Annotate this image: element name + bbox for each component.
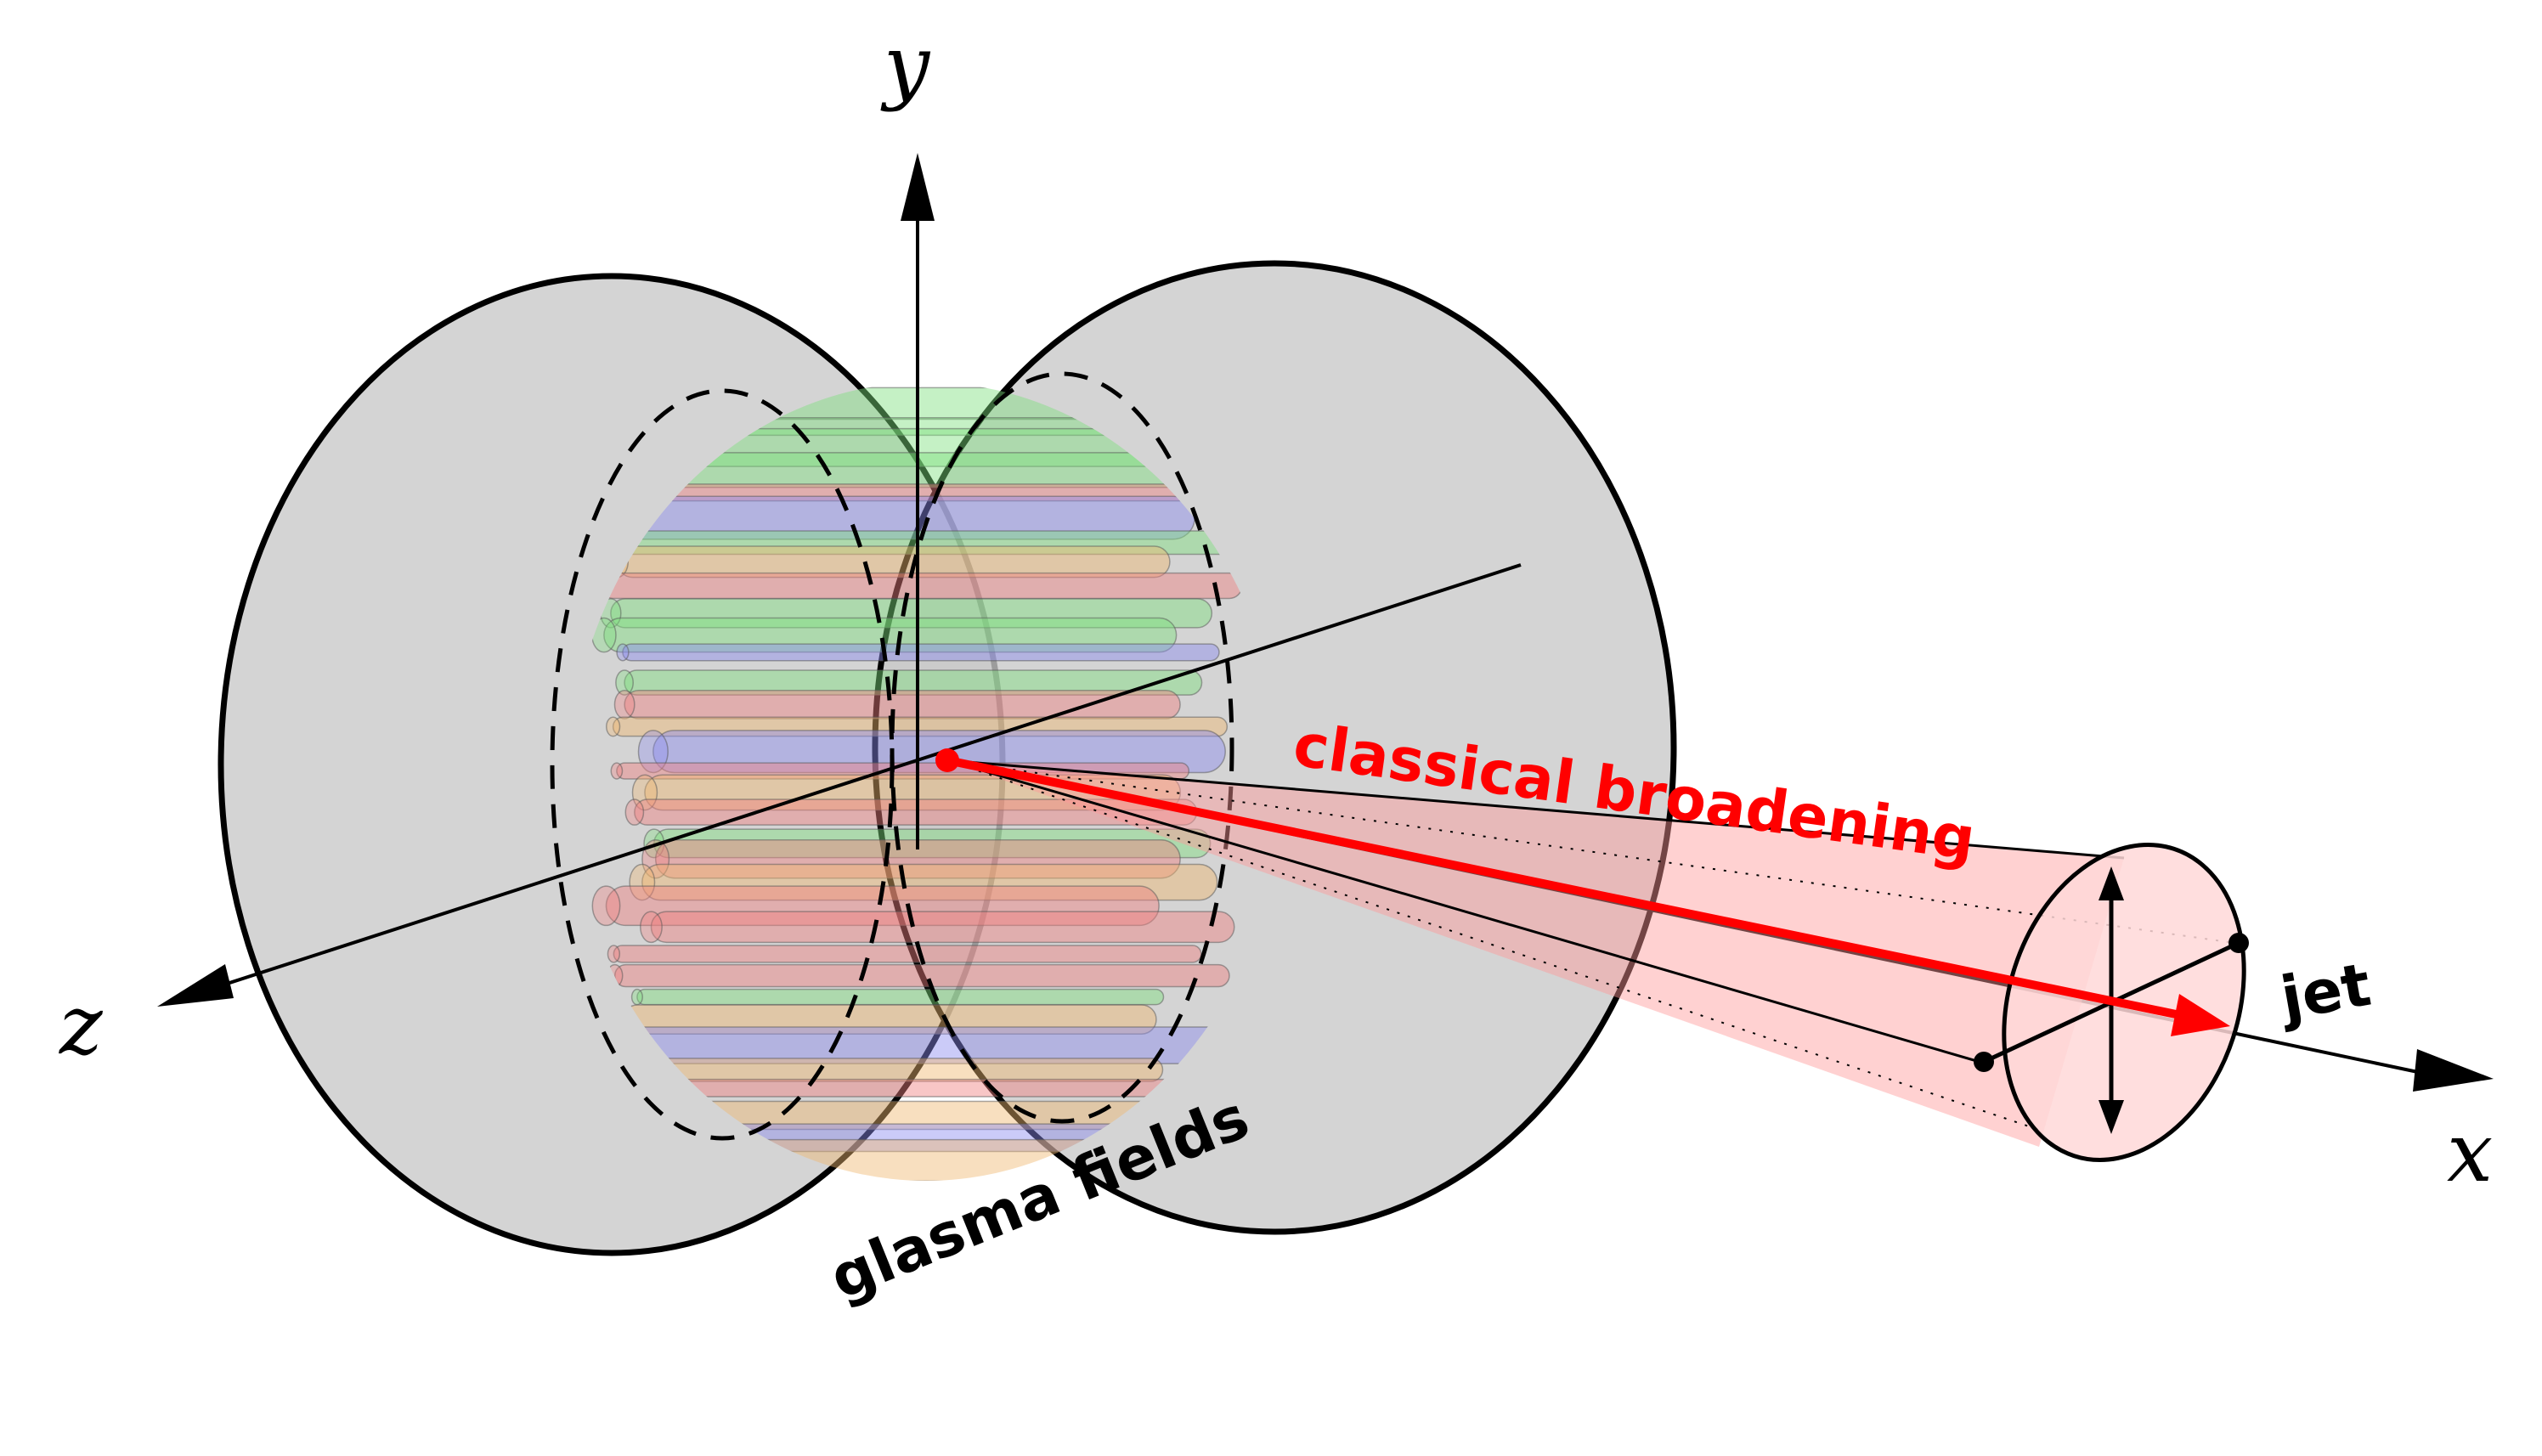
flux-tube xyxy=(619,1058,1164,1082)
jet-diagonal-end-left xyxy=(1974,1052,1994,1072)
flux-tube-cap xyxy=(629,863,656,901)
z-axis-arrowhead xyxy=(157,964,234,1007)
jet-diagonal-end-right xyxy=(2228,933,2249,953)
flux-tube xyxy=(599,572,1243,600)
flux-tube xyxy=(641,863,1218,901)
axis-x-label: x xyxy=(2447,1105,2493,1200)
flux-tube xyxy=(650,911,1235,944)
flux-tube xyxy=(622,643,1220,662)
cone-lower-edge xyxy=(946,759,1980,1064)
flux-tube-cap xyxy=(606,716,621,737)
flux-tube-cap xyxy=(610,762,624,780)
cylinder-right-dashed-outline xyxy=(890,371,1234,1124)
flux-tube-cap xyxy=(591,885,621,927)
flux-tube-cap xyxy=(630,988,643,1006)
flux-tube-cap xyxy=(607,945,621,963)
axis-z-label: z xyxy=(59,978,104,1073)
jet-arrow-up-head xyxy=(2099,866,2124,900)
flux-tube xyxy=(612,716,1229,737)
cone-dotted-1 xyxy=(946,759,2235,944)
flux-tube xyxy=(653,828,1212,859)
flux-tube xyxy=(624,669,1203,696)
broadening-arrowhead xyxy=(2171,994,2230,1036)
origin-point xyxy=(935,748,959,772)
flux-tube xyxy=(613,945,1202,963)
flux-tube xyxy=(636,988,1165,1006)
flux-tube xyxy=(613,963,1230,988)
axis-y-label: y xyxy=(880,18,931,113)
flux-tube-cap xyxy=(613,689,636,720)
cone-upper-edge xyxy=(946,759,2125,860)
flux-tube-cap xyxy=(637,730,669,774)
flux-tube-cap xyxy=(616,643,630,662)
jet-label: jet xyxy=(2274,950,2376,1034)
flux-tube-cap xyxy=(615,669,634,696)
flux-tube-cap xyxy=(640,911,663,944)
flux-tube xyxy=(610,598,1213,629)
flux-tube-cap xyxy=(624,799,645,826)
z-axis xyxy=(195,563,1522,996)
cone-dotted-2 xyxy=(946,759,2040,1131)
x-axis-arrowhead xyxy=(2413,1049,2494,1092)
jet-arrow-down-head xyxy=(2099,1100,2124,1134)
y-axis-arrowhead xyxy=(901,153,935,221)
broadening-arrow xyxy=(946,756,2202,1024)
broadening-cone xyxy=(947,760,2124,1147)
flux-tube xyxy=(624,689,1181,720)
